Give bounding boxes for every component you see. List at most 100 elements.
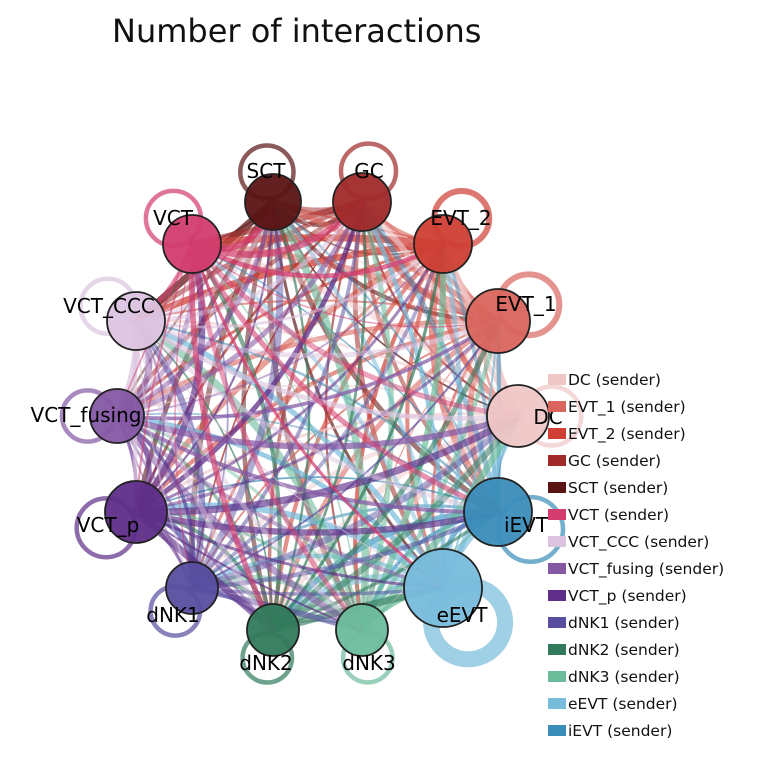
edge-dNK1-to-GC — [190, 200, 364, 590]
edge-VCT-to-EVT_1 — [191, 243, 499, 328]
edge-VCT_fusing-to-iEVT — [114, 413, 501, 515]
legend-item: iEVT (sender) — [548, 717, 724, 744]
legend-label: iEVT (sender) — [568, 721, 673, 740]
node-EVT_2 — [413, 214, 473, 274]
legend-swatch — [548, 590, 566, 601]
legend-swatch — [548, 698, 566, 709]
legend-swatch — [548, 482, 566, 493]
edge-VCT_fusing-to-GC — [114, 199, 365, 419]
chart-title: Number of interactions — [112, 12, 482, 50]
edge-VCT_p-to-eEVT — [134, 510, 445, 590]
nodes-layer — [89, 172, 550, 657]
node-label-VCT: VCT — [153, 206, 194, 230]
legend-item: dNK3 (sender) — [548, 663, 724, 690]
node-iEVT — [463, 477, 533, 547]
legend-item: DC (sender) — [548, 366, 724, 393]
edge-dNK2-to-EVT_2 — [271, 242, 445, 632]
legend-item: SCT (sender) — [548, 474, 724, 501]
node-label-eEVT: eEVT — [437, 603, 489, 627]
legend-swatch — [548, 455, 566, 466]
legend-label: EVT_2 (sender) — [568, 424, 686, 443]
node-label-GC: GC — [354, 159, 383, 183]
legend-swatch — [548, 617, 566, 628]
edge-DC-to-GC — [359, 199, 521, 419]
legend-item: EVT_1 (sender) — [548, 393, 724, 420]
legend: DC (sender) EVT_1 (sender) EVT_2 (sender) G… — [548, 366, 724, 744]
edge-VCT-to-dNK1 — [174, 243, 193, 589]
legend-item: VCT_p (sender) — [548, 582, 724, 609]
legend-swatch — [548, 536, 566, 547]
legend-item: eEVT (sender) — [548, 690, 724, 717]
edge-VCT-to-VCT_p — [135, 243, 193, 513]
node-SCT — [244, 173, 302, 231]
node-labels-layer: SCT GCEVT_2EVT_1DCiEVTeEVTdNK3dNK2dNK1VCT… — [31, 159, 563, 675]
edge-VCT-to-DC — [189, 241, 521, 419]
node-VCT_p — [104, 480, 168, 544]
node-label-dNK1: dNK1 — [146, 603, 200, 627]
node-label-dNK3: dNK3 — [342, 651, 396, 675]
legend-label: dNK3 (sender) — [568, 667, 680, 686]
legend-swatch — [548, 725, 566, 736]
edge-DC-to-VCT_fusing — [116, 384, 519, 417]
legend-swatch — [548, 428, 566, 439]
edge-VCT-to-dNK2 — [188, 241, 276, 633]
legend-item: dNK2 (sender) — [548, 636, 724, 663]
edge-VCT_fusing-to-eEVT — [114, 413, 446, 591]
legend-label: SCT (sender) — [568, 478, 669, 497]
edges-layer — [113, 198, 522, 634]
edge-VCT_CCC-to-eEVT — [135, 320, 444, 589]
edge-dNK2-to-DC — [269, 412, 522, 634]
legend-label: VCT (sender) — [568, 505, 670, 524]
edge-VCT_fusing-to-DC — [113, 412, 522, 450]
legend-swatch — [548, 374, 566, 385]
legend-label: VCT_p (sender) — [568, 586, 687, 605]
edge-eEVT-to-VCT_fusing — [114, 413, 446, 591]
edge-dNK3-to-VCT_CCC — [132, 317, 366, 634]
legend-swatch — [548, 671, 566, 682]
edge-VCT_CCC-to-iEVT — [133, 318, 501, 515]
legend-label: GC (sender) — [568, 451, 662, 470]
node-dNK1 — [165, 561, 219, 615]
legend-label: dNK2 (sender) — [568, 640, 680, 659]
legend-swatch — [548, 509, 566, 520]
legend-label: DC (sender) — [568, 370, 661, 389]
node-label-VCT_p: VCT_p — [77, 513, 140, 537]
node-VCT — [162, 214, 222, 274]
edge-dNK2-to-SCT — [271, 200, 311, 632]
legend-label: VCT_CCC (sender) — [568, 532, 710, 551]
edge-VCT_fusing-to-dNK3 — [113, 412, 366, 634]
legend-item: dNK1 (sender) — [548, 609, 724, 636]
legend-item: VCT_CCC (sender) — [548, 528, 724, 555]
node-label-VCT_fusing: VCT_fusing — [31, 403, 142, 427]
edge-DC-to-SCT — [272, 201, 519, 417]
edge-VCT-to-eEVT — [190, 242, 445, 590]
node-label-iEVT: iEVT — [504, 513, 549, 537]
edge-VCT_p-to-EVT_2 — [134, 242, 445, 514]
legend-label: dNK1 (sender) — [568, 613, 680, 632]
edge-VCT_CCC-to-GC — [133, 199, 365, 324]
node-label-EVT_2: EVT_2 — [430, 206, 491, 230]
legend-item: EVT_2 (sender) — [548, 420, 724, 447]
edge-VCT_CCC-to-dNK2 — [133, 318, 276, 633]
legend-item: VCT_fusing (sender) — [548, 555, 724, 582]
legend-item: VCT (sender) — [548, 501, 724, 528]
node-label-SCT: SCT — [247, 159, 287, 183]
edge-VCT_fusing-to-SCT — [114, 199, 276, 419]
edge-VCT-to-iEVT — [189, 241, 501, 515]
edge-EVT_1-to-dNK1 — [191, 320, 499, 589]
node-label-EVT_1: EVT_1 — [495, 292, 556, 316]
legend-label: eEVT (sender) — [568, 694, 678, 713]
legend-item: GC (sender) — [548, 447, 724, 474]
node-dNK2 — [246, 603, 300, 657]
legend-label: EVT_1 (sender) — [568, 397, 686, 416]
node-EVT_1 — [465, 288, 531, 354]
legend-swatch — [548, 401, 566, 412]
edge-eEVT-to-SCT — [270, 199, 446, 591]
node-label-VCT_CCC: VCT_CCC — [63, 294, 155, 318]
legend-label: VCT_fusing (sender) — [568, 559, 725, 578]
edge-VCT_p-to-VCT — [132, 240, 206, 516]
node-dNK3 — [335, 603, 389, 657]
edge-VCT_p-to-GC — [133, 199, 365, 515]
legend-swatch — [548, 563, 566, 574]
